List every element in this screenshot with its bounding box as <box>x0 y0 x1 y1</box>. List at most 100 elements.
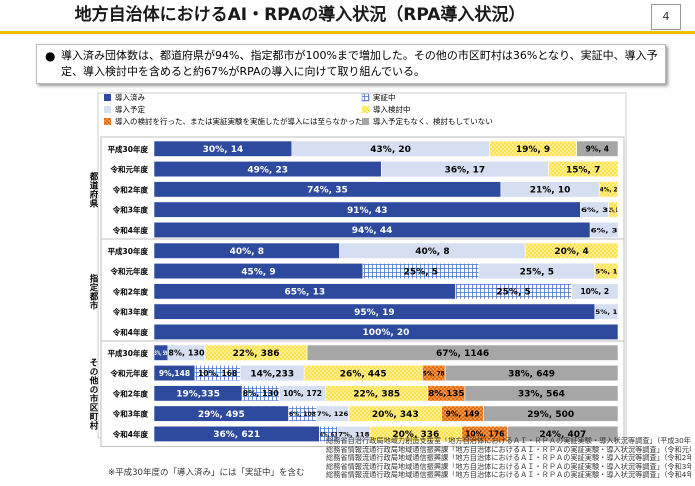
legend-swatch <box>361 93 370 102</box>
data-label: 6%, 3 <box>591 226 618 234</box>
page-title: 地方自治体におけるAI・RPAの導入状況（RPA導入状況） <box>74 5 526 25</box>
year-label: 令和4年度 <box>112 429 149 439</box>
data-label: 19%,335 <box>176 390 220 400</box>
bar-segment <box>576 140 619 157</box>
summary-box: ● 導入済み団体数は、都道府県が94%、指定都市が100%まで増加した。その他の… <box>36 44 666 84</box>
data-label: 21%, 10 <box>530 186 571 196</box>
bar-segment <box>594 303 619 320</box>
year-label: 令和元年度 <box>110 164 149 174</box>
data-label: 15%, 7 <box>566 165 600 175</box>
bar-segment <box>464 385 619 402</box>
data-label: 9%,148 <box>159 369 190 378</box>
data-label: 4%, 2 <box>600 186 618 194</box>
data-label: 20%, 336 <box>392 430 439 440</box>
source-line: 総務省情報流通行政局地域通信振興課「地方自治体におけるＡＩ・ＲＰＡの実証実験・導… <box>326 445 691 454</box>
data-label: 8%,135 <box>428 389 464 398</box>
data-label: 10%, 176 <box>465 430 504 439</box>
group-label-char: 市 <box>90 393 99 404</box>
data-label: 20%, 343 <box>372 410 419 420</box>
data-label: 94%, 44 <box>352 226 393 236</box>
data-label: 45%, 9 <box>241 267 275 277</box>
data-label: 33%, 564 <box>518 390 565 400</box>
data-label: 6%, 3 <box>581 206 608 214</box>
group-label-char: 府 <box>90 189 99 200</box>
group-label-char: 区 <box>90 403 99 413</box>
data-label: 19%, 9 <box>516 145 550 155</box>
data-label: 10%, 172 <box>283 389 322 398</box>
data-label: 5%, 1 <box>595 267 618 275</box>
bar-segment <box>153 323 619 341</box>
data-label: 7%, 118 <box>338 430 370 438</box>
data-label: 22%, 386 <box>233 349 280 359</box>
page-number: 4 <box>651 4 681 30</box>
legend-label: 実証中 <box>373 92 396 102</box>
bar-segment <box>594 262 619 280</box>
data-label: 29%, 495 <box>198 410 245 420</box>
bar-segment <box>444 364 619 382</box>
year-label: 令和2年度 <box>112 388 149 398</box>
data-label: 5%, 1 <box>595 308 618 316</box>
bar-segment <box>608 201 619 218</box>
source-line: 総務省情報流通行政局地域通信振興課「地方自治体におけるＡＩ・ＲＰＡの実証実験・導… <box>326 454 691 463</box>
data-label: 95%, 19 <box>354 308 395 318</box>
bar-segment <box>589 221 619 238</box>
data-label: 9%, 149 <box>446 409 480 418</box>
group-label-char: 県 <box>90 198 99 209</box>
source-line: 総務省情報流通行政局地域通信振興課「地方自治体におけるＡＩ・ＲＰＡの実証実験・導… <box>326 462 691 471</box>
group-label-char: 他 <box>89 375 99 386</box>
source-line: 総務省自治行政局地域力創造支援室「地方自治体におけるＡＩ・ＲＰＡの実証実験・導入… <box>326 437 691 445</box>
summary-text: 導入済み団体数は、都道府県が94%、指定都市が100%まで増加した。その他の市区… <box>61 49 658 78</box>
data-label: 40%, 8 <box>415 247 449 257</box>
data-label: 22%, 385 <box>353 390 400 400</box>
group-label-char: 村 <box>90 420 99 431</box>
year-label: 令和2年度 <box>112 184 149 194</box>
data-label: 26%, 445 <box>340 369 387 379</box>
data-label: 25%, 5 <box>520 267 554 277</box>
data-label: 40%, 8 <box>230 247 264 257</box>
data-label: 14%,233 <box>250 369 294 379</box>
bar-segment <box>598 181 619 198</box>
group-label-char: 指 <box>90 273 99 284</box>
data-label: 25%, 5 <box>496 288 530 298</box>
group-label-char: 道 <box>90 180 99 191</box>
data-label: 24%, 407 <box>539 430 586 440</box>
legend-label: 導入検討中 <box>373 104 411 114</box>
data-label: 10%, 168 <box>198 369 237 378</box>
data-label: 74%, 35 <box>307 186 348 196</box>
data-label: 36%, 17 <box>445 165 486 175</box>
bar-segment <box>548 161 619 178</box>
year-label: 令和元年度 <box>110 266 149 276</box>
group-label-char: 都 <box>89 291 99 302</box>
data-label: 2%, 1 <box>609 206 618 214</box>
year-label: 令和4年度 <box>112 225 149 235</box>
data-label: 38%, 649 <box>508 369 555 379</box>
source-notes: 総務省自治行政局地域力創造支援室「地方自治体におけるＡＩ・ＲＰＡの実証実験・導入… <box>326 437 691 480</box>
legend-swatch <box>104 118 111 125</box>
title-underline <box>0 31 695 34</box>
data-label: 100%, 20 <box>363 328 410 338</box>
data-label: 49%, 23 <box>247 165 288 175</box>
data-label: 6%, 108 <box>289 410 316 418</box>
data-label: 65%, 13 <box>284 288 325 298</box>
legend-label: 導入予定もなく、検討もしていない <box>373 116 493 126</box>
source-line: 総務省情報流通行政局地域通信振興課「地方自治体におけるＡＩ・ＲＰＡの実証実験・導… <box>326 471 691 480</box>
bar-segment <box>483 405 619 422</box>
data-label: 43%, 20 <box>370 145 411 155</box>
data-label: 3%, 59 <box>155 349 168 357</box>
legend-swatch <box>362 106 369 113</box>
legend-label: 導入の検討を行った、または実証実験を実施したが導入には至らなかった <box>115 116 363 126</box>
legend-swatch <box>362 118 369 125</box>
group-label-char: 都 <box>89 171 99 182</box>
data-label: 8%, 130 <box>243 389 279 398</box>
group-label-char: の <box>90 367 99 377</box>
legend-swatch <box>104 94 111 101</box>
legend-label: 導入予定 <box>115 104 145 114</box>
year-label: 令和2年度 <box>112 286 149 296</box>
data-label: 8%, 130 <box>168 348 204 357</box>
year-label: 平成30年度 <box>108 246 149 256</box>
bar-segment <box>571 283 619 300</box>
group-label-char: そ <box>90 358 99 368</box>
data-label: 67%, 1146 <box>436 349 489 359</box>
data-label: 20%, 4 <box>554 247 588 257</box>
